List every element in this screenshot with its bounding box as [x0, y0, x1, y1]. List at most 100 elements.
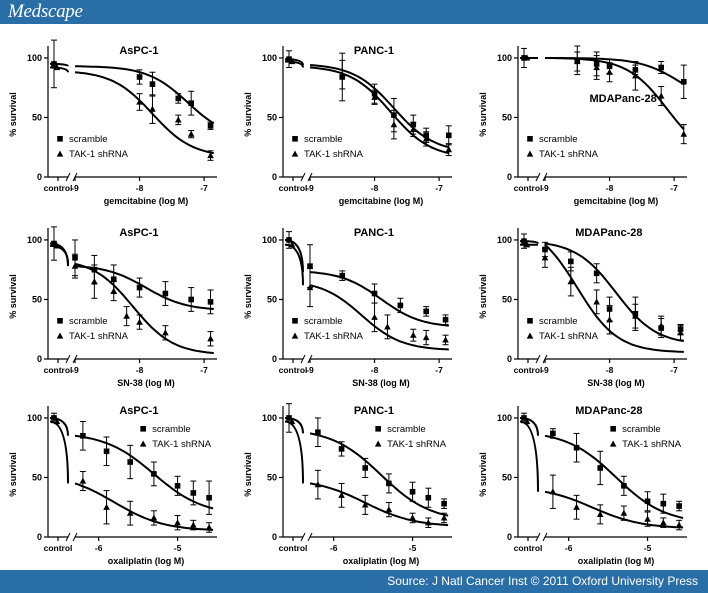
x-tick-label: control — [44, 365, 73, 375]
legend-marker-triangle — [56, 332, 64, 339]
data-point — [632, 312, 639, 319]
data-point — [593, 298, 600, 305]
legend: scramble TAK-1 shRNA — [291, 316, 364, 342]
control-curve — [284, 60, 304, 68]
control-point — [288, 241, 296, 248]
legend: scramble TAK-1 shRNA — [139, 424, 212, 450]
panel-5: 0 50 100 % survival control-9 -8 -7 SN-38 (log … — [243, 227, 452, 388]
legend-label: scramble — [387, 424, 426, 435]
legend-marker-square — [57, 136, 63, 142]
control-point — [521, 415, 527, 421]
chart-title: AsPC-1 — [119, 227, 158, 239]
x-axis-label: oxaliplatin (log M) — [108, 556, 185, 566]
axis-break-mark — [65, 172, 71, 182]
control-curve — [284, 243, 304, 286]
y-tick-label: 50 — [267, 294, 277, 304]
series-tak1-shrna — [49, 418, 214, 533]
data-point — [573, 503, 580, 510]
fit-curve — [544, 434, 684, 519]
data-point — [593, 270, 600, 277]
legend: scramble TAK-1 shRNA — [374, 424, 447, 450]
y-axis-label: % survival — [243, 92, 253, 137]
legend-label: scramble — [304, 134, 343, 145]
legend-label: TAK-1 shRNA — [539, 149, 599, 160]
data-point — [315, 429, 321, 436]
y-tick-label: 50 — [502, 472, 512, 482]
data-point — [593, 63, 600, 71]
data-point — [445, 146, 453, 153]
data-point — [174, 519, 181, 526]
panel-1: 0 50 100 % survival control-9 -8 -7 gemcitabine… — [8, 39, 217, 206]
control-point — [523, 54, 531, 61]
y-tick-label: 0 — [272, 172, 277, 182]
series-scramble — [519, 412, 684, 519]
y-tick-label: 0 — [37, 532, 42, 542]
legend-marker-triangle — [139, 440, 147, 447]
series-tak1-shrna — [284, 58, 453, 157]
data-point — [371, 93, 378, 100]
data-point — [371, 313, 378, 320]
y-tick-label: 100 — [27, 235, 42, 245]
y-tick-label: 100 — [497, 235, 512, 245]
data-point — [632, 72, 639, 79]
panel-4: 0 50 100 % survival control-9 -8 -7 SN-38 (log … — [8, 226, 217, 388]
panel-7: 0 50 100 % survival control -6 -5 oxaliplatin (… — [8, 405, 217, 566]
x-tick-label: -7 — [200, 365, 208, 375]
data-point — [188, 100, 194, 106]
y-tick-label: 50 — [32, 472, 42, 482]
x-tick-label: control — [514, 183, 543, 193]
data-point — [339, 272, 346, 279]
legend: scramble TAK-1 shRNA — [609, 424, 682, 450]
data-point — [136, 74, 143, 80]
data-point — [442, 316, 449, 323]
data-point — [549, 488, 557, 495]
x-tick-label: -6 — [330, 543, 338, 553]
fit-curve — [74, 434, 214, 510]
chart-title: PANC-1 — [354, 227, 394, 239]
control-point — [53, 63, 61, 71]
control-point — [51, 240, 57, 247]
legend-label: scramble — [304, 316, 343, 327]
y-tick-label: 50 — [32, 112, 42, 122]
data-point — [103, 448, 110, 455]
panel-9: 0 50 100 % survival control -6 -5 oxaliplatin (… — [478, 405, 687, 566]
data-point — [657, 92, 665, 99]
axis-break-mark — [72, 532, 78, 542]
fit-curve — [309, 482, 449, 527]
x-tick-label: -7 — [200, 183, 208, 193]
data-point — [541, 254, 549, 261]
data-point — [307, 263, 313, 269]
control-curve — [49, 244, 69, 264]
y-tick-label: 100 — [262, 413, 277, 423]
data-point — [409, 514, 416, 521]
legend: scramble TAK-1 shRNA — [291, 134, 364, 160]
legend-marker-triangle — [291, 332, 299, 339]
x-tick-label: -8 — [136, 365, 144, 375]
y-tick-label: 50 — [32, 294, 42, 304]
control-curve — [49, 420, 69, 484]
data-point — [440, 514, 448, 521]
data-point — [207, 335, 214, 342]
data-point — [187, 130, 195, 137]
fit-curve — [309, 271, 449, 327]
data-point — [422, 334, 430, 341]
data-point — [676, 503, 682, 509]
x-tick-label: control — [44, 183, 73, 193]
data-point — [550, 430, 556, 437]
legend-label: TAK-1 shRNA — [622, 439, 682, 450]
y-tick-label: 0 — [507, 354, 512, 364]
data-point — [162, 329, 169, 336]
top-banner: Medscape — [0, 0, 708, 24]
data-point — [660, 500, 667, 507]
fit-curve — [74, 265, 214, 310]
x-axis-label: gemcitabine (log M) — [339, 196, 424, 206]
axis-break-mark — [307, 532, 313, 542]
data-point — [123, 312, 130, 319]
fit-curve — [74, 71, 214, 155]
fit-curve — [544, 242, 684, 343]
data-point — [71, 262, 79, 269]
data-point — [338, 446, 345, 452]
data-point — [149, 105, 156, 112]
axis-break-mark — [542, 532, 548, 542]
panel-3: 0 50 100 % survival control-9 -8 -7 gemcitabine… — [478, 45, 688, 206]
